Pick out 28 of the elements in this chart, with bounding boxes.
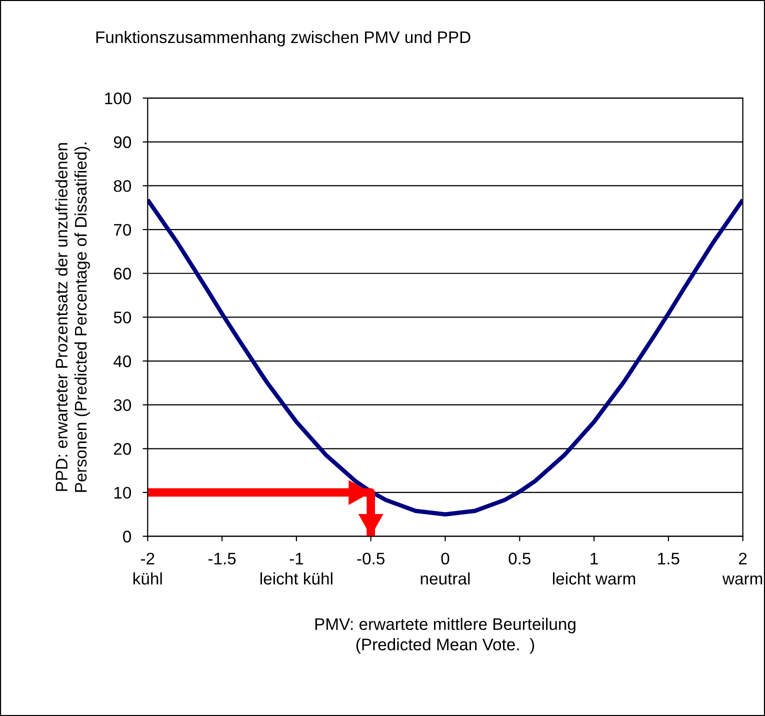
y-tick-label: 80	[114, 180, 132, 192]
x-tick-label: -0.5	[357, 552, 384, 564]
y-tick-label: 90	[114, 136, 132, 148]
x-tick-label: 2	[739, 552, 747, 564]
x-axis-title: PMV: erwartete mittlere Beurteilung (Predicted Mean Vote. )	[315, 618, 576, 654]
y-axis-title: PPD: erwarteter Prozentsatz der unzufriedenen Personen (Predicted Percentage of Dissatified).	[55, 142, 90, 492]
y-tick-label: 10	[114, 486, 132, 499]
y-tick-label: 100	[105, 92, 132, 104]
x-tick-label: 0.5	[508, 552, 531, 564]
y-tick-label: 40	[114, 355, 132, 368]
x-tick-label: 1	[590, 552, 598, 564]
x-tick-label: 0	[441, 552, 450, 564]
chart-title: Funktionszusammenhang zwischen PMV und PPD	[96, 30, 470, 46]
x-tick-label: 1.5	[658, 552, 680, 564]
y-tick-label: 70	[114, 224, 132, 236]
y-tick-label: 30	[114, 399, 132, 412]
text: kühl	[133, 572, 162, 585]
x-tick-label: -2	[140, 552, 154, 564]
text: warm	[722, 575, 762, 585]
y-tick-label: 60	[114, 268, 132, 280]
text: neutral	[420, 572, 470, 585]
y-tick-label: 20	[114, 443, 132, 455]
y-tick-label: 50	[114, 312, 132, 324]
x-tick-label: -1	[290, 552, 304, 564]
text: leicht warm	[553, 572, 636, 585]
y-tick-label: 0	[123, 530, 132, 542]
x-tick-label: -1.5	[208, 552, 236, 564]
text: leicht kühl	[260, 572, 332, 585]
